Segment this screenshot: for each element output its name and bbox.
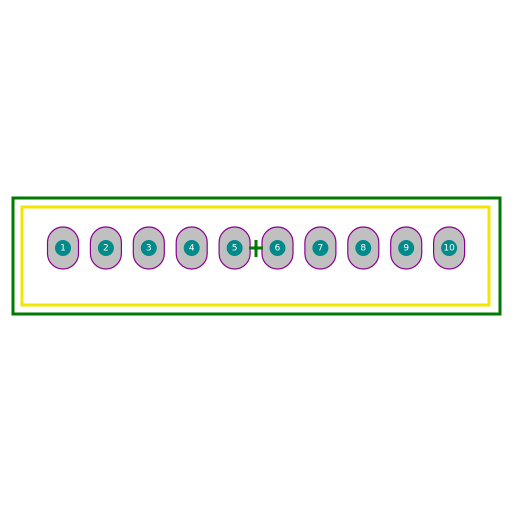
pin-number-label: 9 <box>403 244 409 254</box>
pad-8: 8 <box>347 226 380 270</box>
pad-2: 2 <box>89 226 123 270</box>
drill-hole <box>312 240 329 256</box>
drill-hole <box>398 240 415 256</box>
courtyard-outline <box>11 196 502 316</box>
pin-number-label: 7 <box>318 244 324 254</box>
pin-number-label: 3 <box>146 244 152 254</box>
origin-marker-icon <box>249 240 263 257</box>
drill-hole <box>269 240 286 256</box>
drill-hole <box>55 240 71 256</box>
pin-number-label: 6 <box>275 244 281 254</box>
drill-hole <box>441 240 458 256</box>
silkscreen-outline <box>20 205 491 307</box>
pin-number-label: 5 <box>232 244 238 254</box>
drill-hole <box>140 240 157 256</box>
pad-10: 10 <box>433 226 466 270</box>
pin-number-label: 2 <box>103 244 109 254</box>
pad-1: 1 <box>46 226 80 270</box>
pin-number-label: 1 <box>60 244 66 254</box>
pad-6: 6 <box>261 226 294 270</box>
pin-number-label: 4 <box>189 244 195 254</box>
drill-hole <box>355 240 372 256</box>
pad-9: 9 <box>390 226 423 270</box>
pad-3: 3 <box>132 226 165 270</box>
pad-7: 7 <box>304 226 337 270</box>
pad-group: 1 2 3 4 5 6 7 8 9 10 <box>46 226 466 270</box>
pad-5: 5 <box>218 226 251 270</box>
drill-hole <box>226 240 243 256</box>
drill-hole <box>183 240 200 256</box>
pad-4: 4 <box>175 226 208 270</box>
pin-number-label: 8 <box>360 244 366 254</box>
pin-number-label: 10 <box>443 244 455 254</box>
drill-hole <box>97 240 114 256</box>
